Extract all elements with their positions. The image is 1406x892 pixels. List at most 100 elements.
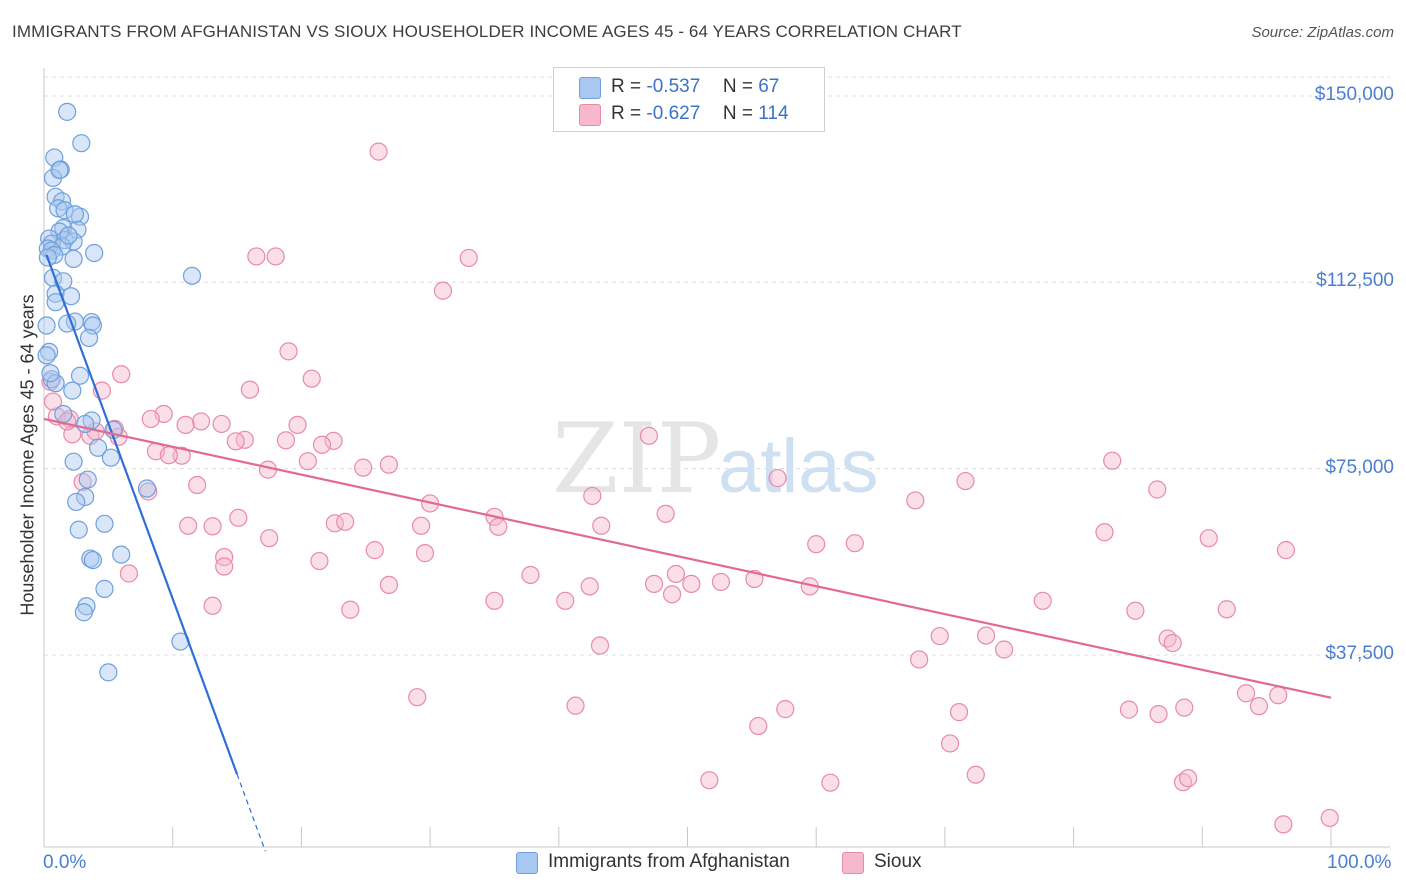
data-point bbox=[369, 142, 388, 161]
data-point bbox=[910, 650, 929, 669]
data-point bbox=[240, 380, 260, 399]
data-point bbox=[64, 452, 83, 471]
data-point bbox=[65, 205, 84, 224]
data-point bbox=[1276, 541, 1296, 560]
data-point bbox=[215, 557, 234, 576]
data-point bbox=[95, 514, 114, 533]
data-point bbox=[1320, 808, 1339, 828]
data-point bbox=[49, 199, 68, 218]
data-point bbox=[46, 374, 65, 393]
data-point bbox=[1199, 529, 1218, 548]
data-point bbox=[112, 545, 131, 564]
legend-r-label: R = bbox=[611, 76, 642, 97]
data-point bbox=[78, 470, 97, 489]
data-point bbox=[930, 626, 949, 646]
data-point bbox=[666, 564, 686, 584]
data-point bbox=[341, 600, 360, 619]
data-point bbox=[949, 703, 969, 722]
data-point bbox=[768, 468, 787, 488]
data-point bbox=[229, 508, 248, 527]
data-point bbox=[40, 342, 59, 361]
trend-line-afghanistan bbox=[45, 254, 239, 775]
data-point bbox=[37, 346, 56, 365]
data-point bbox=[1148, 480, 1167, 499]
legend-label-afghanistan: Immigrants from Afghanistan bbox=[548, 851, 790, 872]
data-point bbox=[67, 492, 86, 512]
data-point bbox=[99, 663, 118, 682]
data-point bbox=[1249, 697, 1269, 716]
data-point bbox=[940, 734, 960, 753]
data-point bbox=[191, 412, 211, 431]
y-tick-label-2: $112,500 bbox=[1316, 270, 1394, 292]
data-point bbox=[324, 431, 343, 450]
data-point bbox=[956, 471, 975, 491]
data-point bbox=[662, 585, 682, 604]
watermark-atlas: atlas bbox=[718, 424, 879, 509]
data-point bbox=[69, 520, 88, 539]
data-point bbox=[1163, 633, 1182, 653]
data-point bbox=[1236, 684, 1256, 703]
axes bbox=[43, 68, 1390, 848]
data-point bbox=[1175, 698, 1194, 717]
data-point bbox=[72, 134, 91, 153]
data-point bbox=[310, 551, 329, 571]
data-point bbox=[247, 247, 266, 266]
data-point bbox=[976, 626, 996, 645]
data-point bbox=[336, 512, 355, 531]
data-point bbox=[379, 575, 399, 595]
data-point bbox=[489, 517, 508, 536]
data-point bbox=[226, 432, 245, 451]
data-point bbox=[182, 266, 202, 285]
data-point bbox=[411, 516, 431, 535]
data-point bbox=[711, 572, 731, 592]
data-point bbox=[1149, 704, 1168, 724]
data-point bbox=[1217, 600, 1236, 619]
data-point bbox=[41, 364, 60, 383]
data-point bbox=[1103, 451, 1122, 470]
data-point bbox=[85, 243, 104, 263]
legend-r-value: -0.537 bbox=[646, 76, 701, 97]
data-point bbox=[966, 765, 985, 784]
watermark-zip: ZIP bbox=[552, 403, 721, 515]
data-point bbox=[583, 486, 602, 506]
data-point bbox=[59, 226, 78, 245]
data-point bbox=[639, 426, 658, 445]
data-point bbox=[172, 446, 191, 465]
correlation-legend: R = -0.537 N = 67 R = -0.627 N = 114 bbox=[553, 67, 825, 132]
data-point bbox=[776, 700, 795, 719]
data-point bbox=[79, 328, 99, 348]
series-legend: Immigrants from Afghanistan Sioux bbox=[0, 850, 1406, 880]
gridlines bbox=[44, 76, 1390, 656]
data-point bbox=[76, 487, 95, 507]
data-point bbox=[188, 475, 207, 495]
legend-n-label: N = bbox=[722, 103, 753, 124]
data-point bbox=[408, 688, 427, 707]
watermark: ZIP atlas bbox=[552, 403, 879, 515]
data-point bbox=[580, 577, 599, 596]
data-point bbox=[566, 696, 585, 715]
data-point bbox=[1274, 815, 1293, 834]
data-point bbox=[137, 479, 157, 498]
data-point bbox=[995, 640, 1014, 659]
data-point bbox=[312, 435, 332, 454]
legend-swatch-afghanistan bbox=[516, 852, 538, 874]
data-point bbox=[700, 771, 719, 790]
trend-line-sioux bbox=[43, 417, 1332, 699]
data-point bbox=[354, 458, 373, 477]
data-point bbox=[433, 281, 453, 300]
data-point bbox=[235, 430, 254, 449]
trend-lines bbox=[43, 254, 1332, 852]
data-point bbox=[590, 636, 610, 655]
data-point bbox=[37, 316, 56, 335]
series-afghanistan bbox=[37, 102, 202, 682]
data-point bbox=[95, 579, 114, 598]
data-point bbox=[266, 247, 285, 266]
data-point bbox=[203, 517, 222, 536]
legend-r-label: R = bbox=[611, 103, 642, 124]
data-point bbox=[215, 547, 234, 567]
data-point bbox=[845, 534, 864, 553]
data-point bbox=[58, 102, 77, 121]
data-point bbox=[556, 591, 575, 610]
data-point bbox=[68, 220, 87, 239]
source-credit: Source: ZipAtlas.com bbox=[1251, 24, 1394, 41]
